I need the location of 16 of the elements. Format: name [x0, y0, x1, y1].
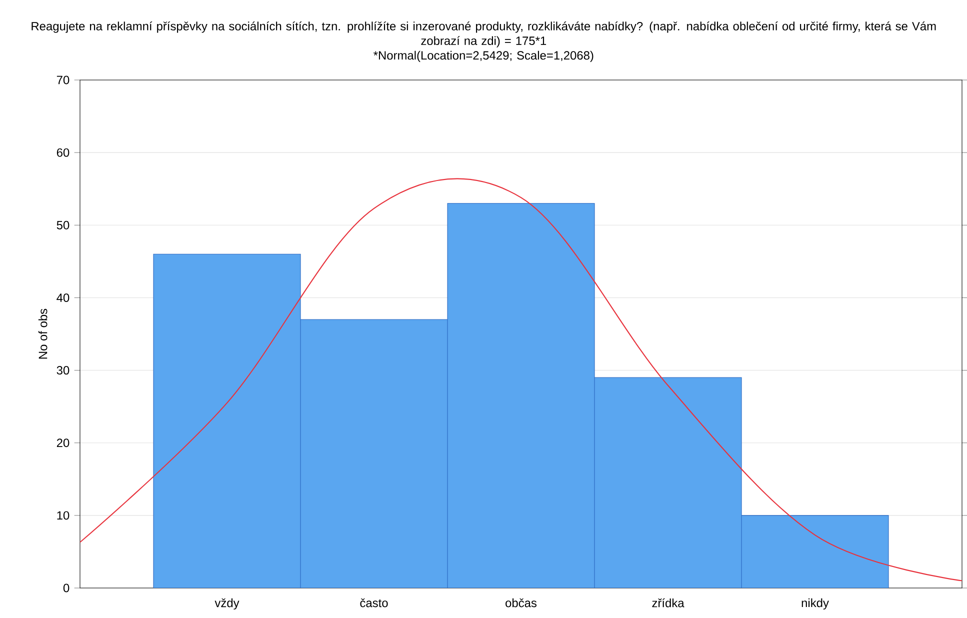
y-tick-label: 50 [56, 220, 70, 230]
y-tick-label: 20 [56, 438, 70, 448]
y-tick-label: 60 [56, 148, 70, 157]
chart-subtitle: *Normal(Location=2,5429; Scale=1,2068) [374, 50, 594, 62]
y-tick-label: 30 [56, 366, 70, 375]
y-tick-label: 40 [56, 293, 70, 302]
x-tick-label: často [360, 598, 388, 608]
y-tick-label: 0 [63, 584, 70, 592]
x-tick-label: občas [506, 598, 537, 608]
x-tick-label: zřídka [652, 598, 684, 608]
y-tick-label: 10 [57, 511, 70, 520]
chart-title: Reagujete na reklamní příspěvky na sociálních sítích, tzn. prohlížíte si inzerované produkty, rozklikáváte nabídky? (např. nabídka oblečení od určité firmy, která se Vám zobrazí na zdi) = 175*1 [32, 21, 936, 48]
y-axis-title: No of obs [38, 308, 48, 359]
x-tick-label: nikdy [802, 598, 829, 610]
y-tick-label: 70 [56, 76, 70, 84]
x-tick-label: vždy [214, 598, 240, 610]
